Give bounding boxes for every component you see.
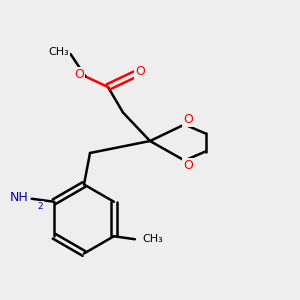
Text: O: O xyxy=(183,159,193,172)
Text: CH₃: CH₃ xyxy=(142,234,163,244)
Text: O: O xyxy=(183,112,193,126)
Text: O: O xyxy=(74,68,84,82)
Text: 2: 2 xyxy=(37,202,43,211)
Text: O: O xyxy=(135,64,145,78)
Text: NH: NH xyxy=(10,191,28,204)
Text: CH₃: CH₃ xyxy=(48,46,69,57)
